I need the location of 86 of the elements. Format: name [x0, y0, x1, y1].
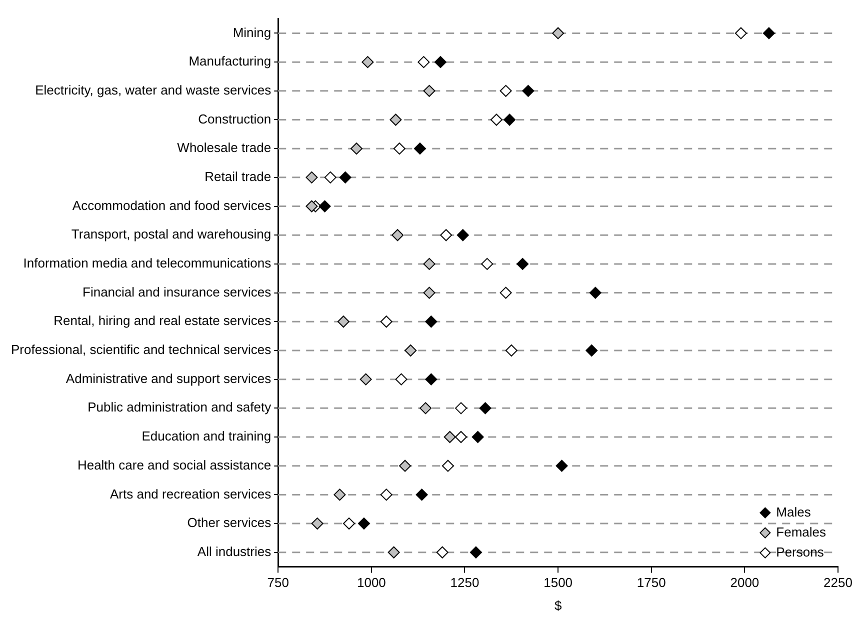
point — [306, 171, 318, 184]
x-tick-label: 1750 — [636, 575, 666, 590]
x-tick-label: 2000 — [730, 575, 760, 590]
x-tick-label: 750 — [267, 575, 289, 590]
point — [306, 200, 318, 212]
point — [358, 518, 370, 530]
point — [399, 460, 412, 472]
point — [388, 546, 400, 558]
point — [420, 402, 432, 414]
y-tick-label: Accommodation and food services — [72, 198, 272, 213]
point — [762, 27, 775, 40]
x-axis-title: $ — [554, 598, 562, 613]
point — [490, 114, 502, 126]
point — [423, 286, 436, 299]
y-tick-label: Wholesale trade — [177, 140, 272, 156]
point — [436, 546, 448, 558]
legend-label: Females — [776, 524, 826, 540]
point — [418, 56, 430, 68]
point — [505, 344, 518, 356]
point — [479, 402, 492, 414]
point — [589, 286, 602, 299]
point — [395, 373, 408, 386]
point — [434, 56, 446, 68]
y-tick-label: Electricity, gas, water and waste services — [35, 82, 272, 98]
point — [380, 488, 392, 501]
point — [556, 460, 568, 472]
point — [393, 142, 406, 155]
x-tick-label: 1500 — [544, 575, 573, 590]
y-tick-label: Retail trade — [204, 169, 272, 184]
y-tick-label: Financial and insurance services — [82, 284, 272, 300]
x-tick-label: 1000 — [356, 575, 386, 590]
point — [404, 344, 417, 356]
point — [552, 27, 564, 40]
point — [440, 229, 452, 242]
y-tick-label: Information media and telecommunications — [23, 256, 272, 271]
point — [586, 344, 598, 356]
point — [470, 546, 482, 558]
point — [343, 518, 356, 530]
point — [455, 431, 468, 444]
point — [324, 171, 336, 184]
point — [311, 518, 324, 530]
y-tick-label: Professional, scientific and technical services — [10, 342, 272, 358]
point — [392, 229, 404, 242]
y-tick-label: Other services — [187, 515, 272, 530]
y-tick-label: All industries — [197, 544, 272, 559]
point — [734, 27, 747, 40]
y-tick-label: Mining — [232, 24, 272, 40]
point — [425, 373, 438, 386]
y-tick-label: Arts and recreation services — [110, 486, 272, 502]
point — [456, 229, 469, 242]
point — [334, 488, 346, 501]
point — [414, 142, 426, 155]
point — [390, 114, 402, 126]
y-tick-label: Administrative and support services — [66, 370, 272, 386]
point — [380, 316, 392, 328]
point — [337, 316, 350, 328]
point — [481, 258, 494, 270]
point — [360, 373, 372, 386]
legend-label: Males — [776, 504, 812, 520]
point — [350, 142, 363, 155]
point — [444, 431, 456, 444]
point — [522, 84, 534, 97]
point — [442, 460, 454, 472]
point — [339, 171, 352, 184]
x-tick-label: 2250 — [824, 575, 852, 590]
legend-label: Persons — [776, 544, 824, 560]
y-tick-label: Public administration and safety — [88, 400, 272, 415]
point — [416, 488, 428, 501]
point — [423, 258, 436, 270]
point — [425, 316, 438, 328]
y-tick-label: Rental, hiring and real estate services — [54, 313, 272, 328]
point — [362, 56, 374, 68]
y-tick-label: Education and training — [142, 428, 272, 444]
point — [500, 84, 512, 97]
point — [500, 286, 512, 299]
y-tick-label: Manufacturing — [188, 54, 272, 69]
y-tick-label: Construction — [198, 111, 272, 126]
point — [423, 84, 436, 97]
y-tick-label: Health care and social assistance — [77, 457, 272, 472]
point — [504, 114, 516, 126]
point — [516, 258, 529, 270]
point — [318, 200, 331, 212]
point — [455, 402, 468, 414]
y-tick-label: Transport, postal and warehousing — [71, 226, 272, 242]
point — [472, 431, 484, 444]
x-tick-label: 1250 — [450, 575, 480, 590]
